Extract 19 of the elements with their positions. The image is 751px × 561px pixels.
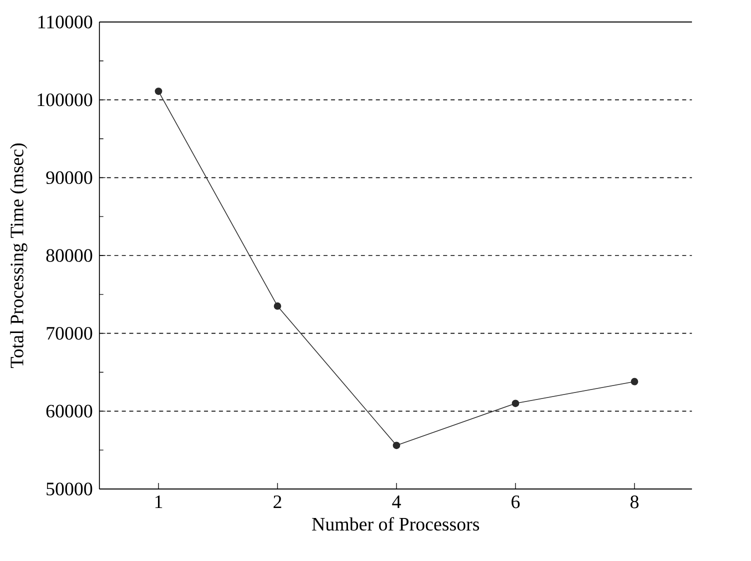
point <box>154 88 162 95</box>
point <box>630 378 638 386</box>
y-axis-title: Total Processing Time (msec) <box>10 144 28 368</box>
y-tick-label: 80000 <box>46 249 92 262</box>
point <box>274 302 282 310</box>
point <box>392 442 400 450</box>
y-tick-label: 110000 <box>38 16 92 28</box>
x-tick-label: 8 <box>630 496 639 508</box>
y-tick-label: 60000 <box>46 404 92 418</box>
y-tick-label: 50000 <box>46 482 92 496</box>
y-tick-label: 70000 <box>46 326 92 340</box>
y-tick-label: 100000 <box>38 93 92 106</box>
point <box>512 400 520 408</box>
x-axis-title: Number of Processors <box>312 517 480 531</box>
x-tick-label: 2 <box>274 496 282 508</box>
x-tick-label: 4 <box>392 496 401 508</box>
x-tick-label: 1 <box>155 496 162 508</box>
x-tick-label: 6 <box>512 496 520 508</box>
y-tick-label: 90000 <box>46 171 92 184</box>
